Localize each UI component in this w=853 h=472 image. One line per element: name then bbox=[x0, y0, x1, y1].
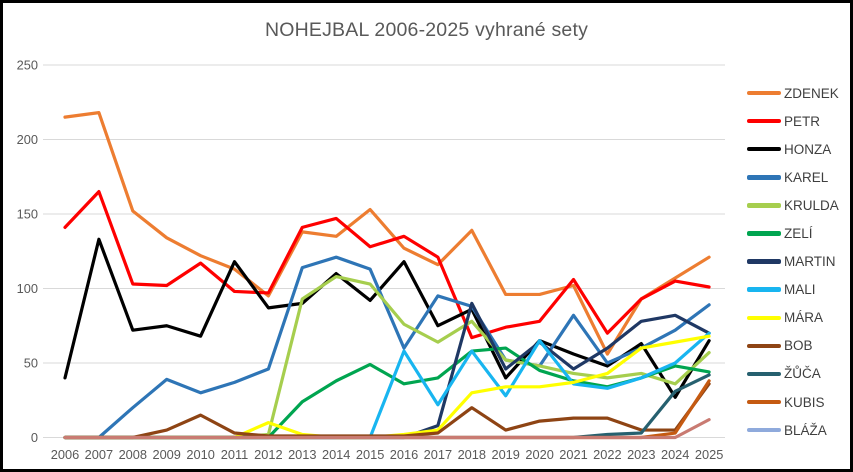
series-line-zdenek[interactable] bbox=[63, 111, 711, 356]
x-axis-tick-label: 2014 bbox=[322, 447, 350, 462]
x-axis-tick-label: 2009 bbox=[152, 447, 180, 462]
series-line-karel[interactable] bbox=[63, 255, 711, 440]
legend-swatch-icon bbox=[747, 231, 781, 236]
legend-swatch-icon bbox=[747, 287, 781, 292]
x-axis-tick-label: 2019 bbox=[491, 447, 519, 462]
series-line-honza[interactable] bbox=[63, 237, 711, 399]
legend-swatch-icon bbox=[747, 90, 781, 96]
legend: ZDENEK PETR HONZA KAREL KRULDA ZELÍ MARTIN MALI… bbox=[747, 79, 850, 444]
x-axis-tick-label: 2008 bbox=[119, 447, 147, 462]
x-axis-tick-label: 2010 bbox=[186, 447, 214, 462]
x-axis-tick-label: 2024 bbox=[661, 447, 689, 462]
legend-item-mára[interactable]: MÁRA bbox=[747, 304, 850, 332]
x-axis-tick-label: 2017 bbox=[424, 447, 452, 462]
legend-swatch-icon bbox=[747, 427, 781, 433]
x-axis-tick-label: 2015 bbox=[356, 447, 384, 462]
legend-swatch-icon bbox=[747, 146, 781, 152]
legend-swatch-icon bbox=[747, 315, 781, 321]
x-axis-tick-label: 2025 bbox=[695, 447, 723, 462]
legend-swatch-icon bbox=[747, 399, 781, 405]
legend-label: ŽŮČA bbox=[784, 366, 821, 382]
legend-swatch-icon bbox=[747, 259, 781, 264]
chart-title: NOHEJBAL 2006-2025 vyhrané sety bbox=[264, 19, 589, 41]
legend-item-krulda[interactable]: KRULDA bbox=[747, 191, 850, 219]
x-axis-tick-label: 2012 bbox=[254, 447, 282, 462]
legend-item-zdenek[interactable]: ZDENEK bbox=[747, 79, 850, 107]
legend-item-bláža[interactable]: BLÁŽA bbox=[747, 416, 850, 444]
legend-swatch-icon bbox=[747, 118, 781, 124]
legend-label: HONZA bbox=[784, 141, 832, 157]
legend-label: MALI bbox=[784, 282, 816, 298]
legend-item-kubis[interactable]: KUBIS bbox=[747, 388, 850, 416]
series-line-krulda[interactable] bbox=[63, 274, 711, 440]
x-axis-tick-label: 2007 bbox=[85, 447, 113, 462]
plot-area: 0 50 100 150 200 250 2006 2007 2008 2009 2010 2011 2… bbox=[17, 57, 725, 462]
legend-item-petr[interactable]: PETR bbox=[747, 107, 850, 135]
x-axis-tick-label: 2023 bbox=[627, 447, 655, 462]
x-axis-tick-label: 2021 bbox=[559, 447, 587, 462]
legend-label: MARTIN bbox=[784, 254, 836, 270]
legend-item-karel[interactable]: KAREL bbox=[747, 163, 850, 191]
series-line-bláža[interactable] bbox=[63, 418, 711, 440]
legend-label: KUBIS bbox=[784, 394, 825, 410]
y-axis-tick-label: 200 bbox=[17, 132, 38, 147]
x-axis-tick-label: 2022 bbox=[593, 447, 621, 462]
x-axis-tick-label: 2016 bbox=[390, 447, 418, 462]
series-line-kubis[interactable] bbox=[63, 379, 711, 440]
legend-label: BOB bbox=[784, 338, 813, 354]
legend-item-bob[interactable]: BOB bbox=[747, 332, 850, 360]
series-line-petr[interactable] bbox=[63, 190, 711, 340]
x-axis-tick-label: 2020 bbox=[525, 447, 553, 462]
legend-label: ZDENEK bbox=[784, 85, 839, 101]
legend-label: MÁRA bbox=[784, 310, 824, 326]
x-axis-tick-label: 2013 bbox=[288, 447, 316, 462]
y-axis-tick-label: 250 bbox=[17, 57, 38, 72]
legend-label: KRULDA bbox=[784, 197, 839, 213]
legend-item-honza[interactable]: HONZA bbox=[747, 135, 850, 163]
legend-swatch-icon bbox=[747, 203, 781, 208]
x-axis-tick-label: 2006 bbox=[51, 447, 79, 462]
y-axis-tick-label: 0 bbox=[31, 430, 38, 445]
legend-label: BLÁŽA bbox=[784, 422, 827, 438]
legend-swatch-icon bbox=[747, 371, 781, 377]
legend-swatch-icon bbox=[747, 343, 781, 349]
y-axis-tick-label: 150 bbox=[17, 206, 38, 221]
legend-item-martin[interactable]: MARTIN bbox=[747, 248, 850, 276]
legend-item-mali[interactable]: MALI bbox=[747, 276, 850, 304]
y-axis-tick-label: 100 bbox=[17, 281, 38, 296]
legend-item-žůča[interactable]: ŽŮČA bbox=[747, 360, 850, 388]
legend-label: ZELÍ bbox=[784, 226, 813, 242]
legend-swatch-icon bbox=[747, 175, 781, 180]
y-axis-tick-label: 50 bbox=[24, 355, 38, 370]
legend-item-zelí[interactable]: ZELÍ bbox=[747, 219, 850, 247]
x-axis-tick-label: 2018 bbox=[458, 447, 486, 462]
legend-label: KAREL bbox=[784, 169, 829, 185]
legend-label: PETR bbox=[784, 113, 821, 129]
x-axis-tick-label: 2011 bbox=[221, 447, 249, 462]
